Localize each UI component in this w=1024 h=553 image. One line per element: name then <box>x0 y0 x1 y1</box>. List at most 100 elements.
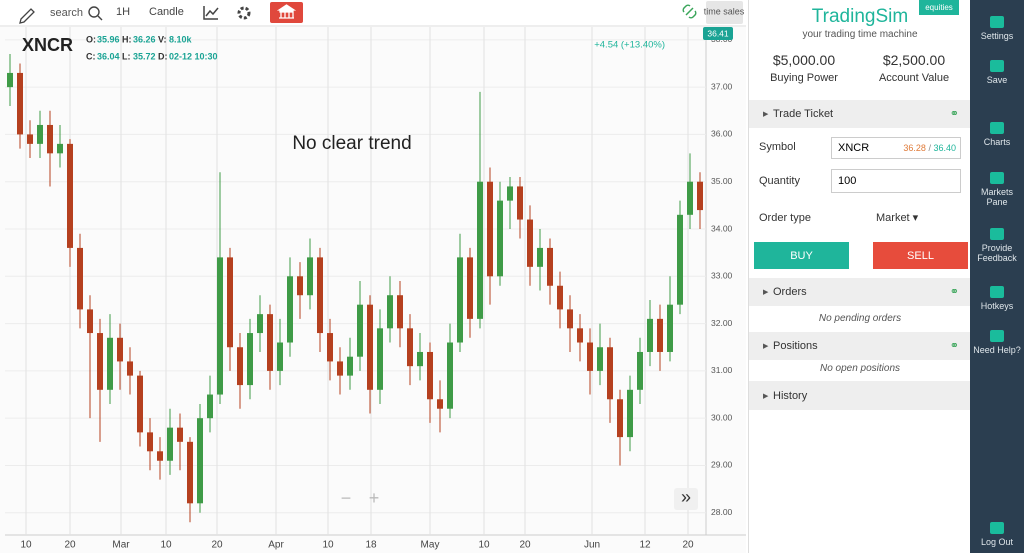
tagline: your trading time machine <box>802 29 918 40</box>
last-price: 36.41 <box>707 28 729 38</box>
ask: 36.40 <box>933 143 956 153</box>
candle-body <box>597 347 603 371</box>
legend-label: O: <box>86 34 96 44</box>
candle-body <box>497 200 503 277</box>
nav-icon <box>990 330 1004 342</box>
draw-icon[interactable] <box>19 8 35 24</box>
candle-body <box>27 134 33 144</box>
symbol-input[interactable]: XNCR 36.28 / 36.40 <box>831 137 961 159</box>
candle-body <box>107 337 113 390</box>
y-tick-label: 28.00 <box>711 507 733 517</box>
nav-item[interactable]: Log Out <box>970 522 1024 547</box>
nav-icon <box>990 228 1004 240</box>
history-header[interactable]: ▶ History <box>749 381 971 410</box>
buy-button[interactable]: BUY <box>754 242 849 269</box>
positions-header[interactable]: ▶ Positions ⚭ <box>749 332 971 360</box>
nav-icon <box>990 286 1004 298</box>
y-tick-label: 32.00 <box>711 318 733 328</box>
x-tick-label: 18 <box>365 540 377 551</box>
candle-body <box>357 304 363 357</box>
toolbar <box>0 0 746 26</box>
candle-body <box>537 247 543 267</box>
nav-icon <box>990 122 1004 134</box>
legend-value: 35.72 <box>133 51 156 61</box>
nav-item[interactable]: Save <box>970 60 1024 85</box>
order-type-label: Order type <box>759 212 811 224</box>
orders-header[interactable]: ▶ Orders ⚭ <box>749 278 971 306</box>
nav-icon <box>990 16 1004 28</box>
quantity-input[interactable]: 100 <box>831 169 961 193</box>
candle-body <box>67 143 73 248</box>
trade-ticket-title: Trade Ticket <box>773 108 834 120</box>
candle-body <box>627 389 633 438</box>
candle-body <box>577 328 583 343</box>
candle-body <box>587 342 593 371</box>
candle-body <box>377 328 383 390</box>
candle-body <box>397 295 403 329</box>
search-icon[interactable] <box>88 6 100 18</box>
candle-body <box>477 181 483 319</box>
x-tick-label: 10 <box>322 540 334 551</box>
x-tick-label: May <box>421 540 440 551</box>
badge: equities <box>919 0 959 15</box>
scroll-right[interactable]: » <box>681 487 691 507</box>
legend-label: V: <box>158 34 167 44</box>
candle-body <box>407 328 413 367</box>
y-tick-label: 33.00 <box>711 271 733 281</box>
link-icon[interactable] <box>682 4 697 19</box>
candle-body <box>287 276 293 343</box>
candle-body <box>37 124 43 144</box>
caret: ▶ <box>763 343 769 350</box>
candle-body <box>667 304 673 352</box>
candle-body <box>347 356 353 376</box>
nav-item[interactable]: Hotkeys <box>970 286 1024 311</box>
candle-body <box>677 214 683 305</box>
orders-empty: No pending orders <box>818 313 902 324</box>
nav-label: Need Help? <box>973 345 1021 355</box>
plot-bg <box>0 27 746 553</box>
candle-body <box>327 333 333 362</box>
positions-empty: No open positions <box>819 363 901 374</box>
legend-label: C: <box>86 51 96 61</box>
search[interactable]: search <box>50 7 83 19</box>
nav-label: Save <box>986 75 1008 85</box>
nav-item[interactable]: Settings <box>970 16 1024 41</box>
plot: 28.00 29.00 30.00 31.00 32.00 33.00 34.00 35.00… <box>5 27 746 551</box>
legend-value: 36.04 <box>97 51 120 61</box>
trade-ticket-header[interactable]: ▶ Trade Ticket ⚭ <box>749 100 971 128</box>
settings-icon[interactable] <box>237 6 251 20</box>
nav-item[interactable]: Need Help? <box>970 330 1024 355</box>
scroll-button <box>674 488 698 510</box>
zoom-in[interactable]: + <box>369 488 380 508</box>
y-tick-label: 35.00 <box>711 176 733 186</box>
candle-body <box>297 276 303 296</box>
y-tick-label: 36.00 <box>711 129 733 139</box>
quote-separator: / <box>928 143 931 153</box>
nav-icon <box>990 60 1004 72</box>
interval[interactable]: 1H <box>116 6 130 18</box>
nav-item[interactable]: Charts <box>970 122 1024 147</box>
y-tick-label: 30.00 <box>711 412 733 422</box>
candle-body <box>267 314 273 371</box>
candle-body <box>617 399 623 438</box>
legend-label: L: <box>122 51 131 61</box>
sell-button[interactable]: SELL <box>873 242 968 269</box>
x-tick-label: 20 <box>519 540 531 551</box>
x-tick-label: 20 <box>64 540 76 551</box>
nav-item[interactable]: Provide Feedback <box>970 228 1024 263</box>
candle-body <box>247 333 253 386</box>
y-tick-label: 31.00 <box>711 365 733 375</box>
zoom-out[interactable]: − <box>341 488 352 508</box>
account-value: $2,500.00 <box>882 52 946 68</box>
indicators-icon[interactable] <box>203 6 219 20</box>
chart-style[interactable]: Candle <box>149 6 184 18</box>
candle-body <box>87 309 93 334</box>
orders-title: Orders <box>773 286 807 298</box>
time-sales-button[interactable] <box>706 1 743 24</box>
legend-value: 8.10k <box>169 34 193 44</box>
order-type-select[interactable]: Market ▾ <box>876 212 919 224</box>
x-tick-label: 20 <box>211 540 223 551</box>
legend-value: 02-12 10:30 <box>169 51 218 61</box>
nav-item[interactable]: Markets Pane <box>970 172 1024 207</box>
